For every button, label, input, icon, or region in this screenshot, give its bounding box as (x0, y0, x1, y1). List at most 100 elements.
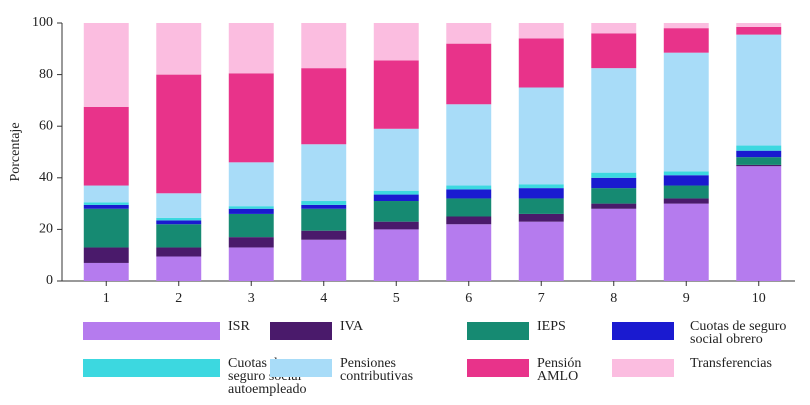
bar-segment (663, 185, 709, 199)
x-tick-label: 2 (175, 291, 182, 306)
bar-segment (663, 171, 709, 176)
bar-segment (518, 213, 564, 222)
bar-segment (736, 145, 782, 151)
bar-segment (446, 185, 492, 190)
bar-segment (156, 193, 202, 218)
x-tick-label: 5 (393, 291, 400, 306)
bar-segment (301, 144, 347, 202)
bar-segment (83, 23, 129, 107)
legend-label: Pensión AMLO (537, 356, 582, 384)
bar-segment (373, 23, 419, 61)
bar-segment (736, 164, 782, 167)
bar-segment (301, 239, 347, 281)
bar-segment (591, 203, 637, 209)
bar-segment (228, 247, 274, 281)
bar-segment (446, 104, 492, 186)
bar-segment (301, 204, 347, 209)
bar-segment (301, 68, 347, 145)
bar-segment (228, 206, 274, 209)
bar-segment (591, 33, 637, 69)
bar-segment (373, 190, 419, 195)
bar-segment (301, 208, 347, 231)
bar-segment (736, 166, 782, 281)
bar-segment (663, 28, 709, 53)
bar-segment (373, 201, 419, 222)
legend-swatch (612, 359, 674, 377)
bar-segment (373, 221, 419, 230)
y-tick-label: 80 (39, 67, 53, 82)
bar-segment (518, 221, 564, 281)
bar-segment (663, 23, 709, 29)
bar-segment (83, 208, 129, 248)
bar-segment (156, 74, 202, 194)
bar-segment (301, 201, 347, 205)
bar-segment (663, 52, 709, 172)
bar-segment (301, 23, 347, 69)
bar-segment (156, 217, 202, 221)
bar-segment (83, 106, 129, 186)
bar-segment (156, 220, 202, 225)
bar-segment (83, 202, 129, 205)
bar-segment (591, 208, 637, 281)
legend-label: ISR (228, 319, 250, 334)
bar-segment (736, 157, 782, 165)
chart: Porcentaje 0 20 40 60 80 100 1 2 3 4 5 6 7 8 9 10 (8, 15, 795, 306)
bar-segment (446, 189, 492, 199)
x-tick-label: 7 (538, 291, 545, 306)
bar-segment (83, 247, 129, 263)
bar-segment (156, 23, 202, 75)
bar-segment (518, 184, 564, 189)
bar-segment (518, 38, 564, 88)
bar-segment (591, 172, 637, 178)
bar-segment (663, 203, 709, 281)
bar-segment (591, 188, 637, 204)
bar-segment (373, 194, 419, 202)
bar-segment (446, 224, 492, 281)
bar-segment (446, 216, 492, 225)
bar-segment (228, 162, 274, 207)
bar-segment (518, 198, 564, 214)
bar-segment (83, 185, 129, 203)
bar-segment (83, 262, 129, 281)
legend-swatch (270, 359, 332, 377)
y-tick-label: 40 (39, 170, 53, 185)
bar-segment (373, 60, 419, 129)
legend-swatch (83, 322, 220, 340)
x-tick-label: 10 (752, 291, 766, 306)
bar-segment (373, 128, 419, 191)
x-tick-label: 1 (103, 291, 110, 306)
bar-segment (446, 43, 492, 105)
y-tick-label: 20 (39, 222, 53, 237)
bar-segment (736, 23, 782, 27)
legend-swatch (467, 359, 529, 377)
bar-segment (446, 198, 492, 217)
bar-segment (736, 26, 782, 35)
bar-segment (591, 68, 637, 173)
bar-segment (591, 177, 637, 189)
legend-label: IVA (340, 319, 364, 334)
bar-segment (156, 224, 202, 248)
bar-segment (373, 229, 419, 281)
bar-segment (156, 256, 202, 281)
bar-segment (736, 150, 782, 158)
x-tick-label: 3 (248, 291, 255, 306)
legend-swatch (270, 322, 332, 340)
y-tick-label: 60 (39, 118, 53, 133)
x-tick-label: 8 (610, 291, 617, 306)
legend-label: Cuotas de seguro social obrero (690, 319, 787, 347)
bar-segment (156, 247, 202, 257)
bar-segment (663, 198, 709, 204)
bar-segment (663, 175, 709, 186)
legend-label: Transferencias (690, 356, 772, 371)
bar-segment (301, 230, 347, 240)
legend-swatch (467, 322, 529, 340)
bar-segment (228, 213, 274, 238)
bar-segment (736, 34, 782, 146)
bar-segment (518, 23, 564, 39)
legend-swatch (612, 322, 674, 340)
x-tick-label: 4 (320, 291, 327, 306)
bar-segment (228, 208, 274, 214)
bar-segment (518, 188, 564, 199)
legend-label: IEPS (537, 319, 566, 334)
